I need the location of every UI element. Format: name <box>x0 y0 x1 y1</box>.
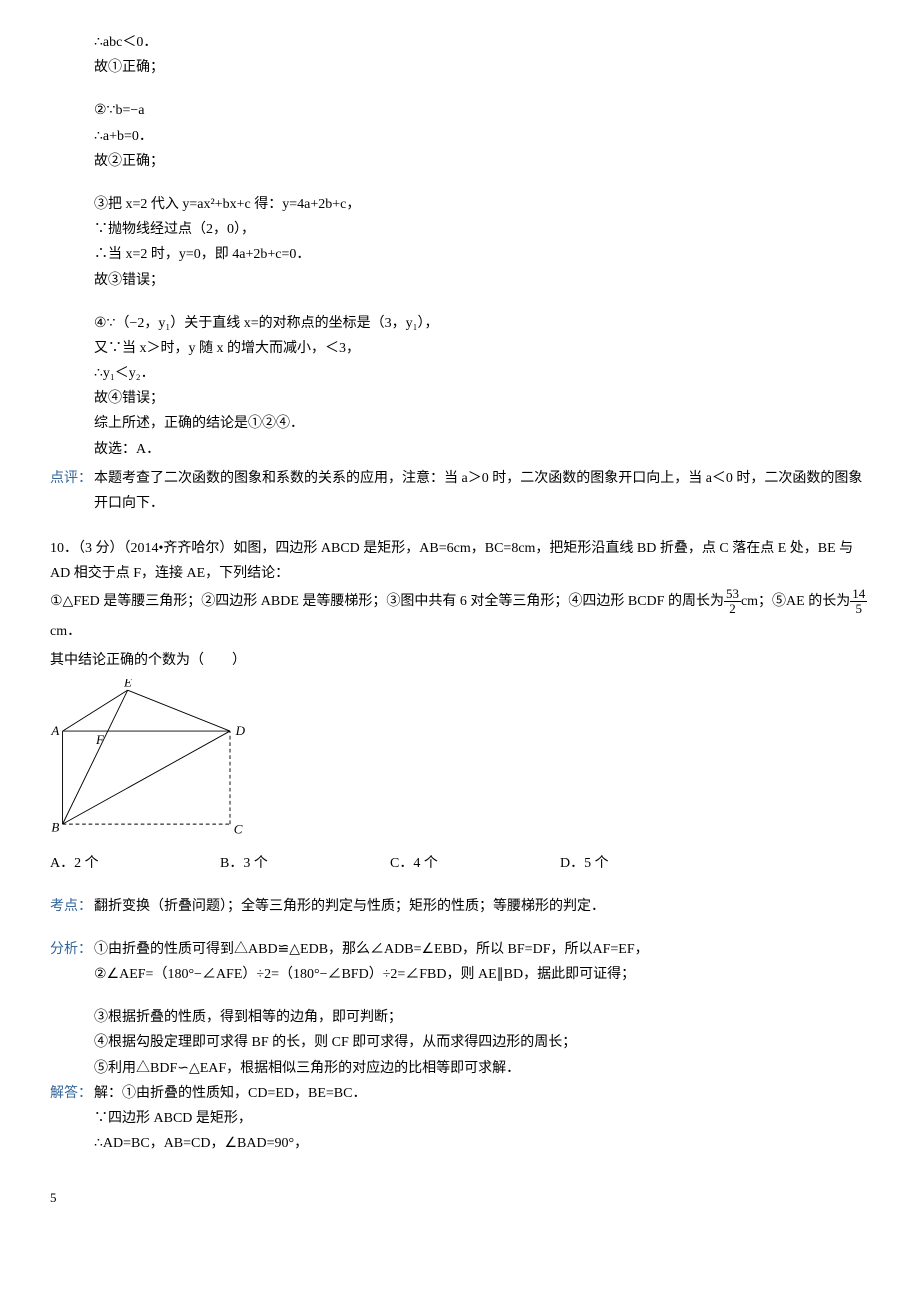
solution-line: 故选：A． <box>94 437 870 462</box>
answer-options: A．2 个 B．3 个 C．4 个 D．5 个 <box>50 851 870 876</box>
question-stem-line3: 其中结论正确的个数为（ ） <box>50 648 870 673</box>
analysis-line: ⑤利用△BDF∽△EAF，根据相似三角形的对应边的比相等即可求解． <box>94 1056 870 1081</box>
solution-line: ∵四边形 ABCD 是矩形， <box>94 1106 870 1131</box>
option-b: B．3 个 <box>220 851 390 876</box>
svg-text:A: A <box>50 723 59 738</box>
review-label: 点评： <box>50 466 94 491</box>
solution-line: ∵抛物线经过点（2，0）， <box>94 217 870 242</box>
kaodian-label: 考点： <box>50 894 94 919</box>
solution-line: ∴当 x=2 时，y=0，即 4a+2b+c=0． <box>94 242 870 267</box>
fraction-53-2: 532 <box>724 587 741 617</box>
solution-line: ∴abc＜0． <box>94 30 870 55</box>
svg-text:D: D <box>235 723 246 738</box>
solution-line: ③把 x=2 代入 y=ax²+bx+c 得：y=4a+2b+c， <box>94 192 870 217</box>
kaodian-text: 翻折变换（折叠问题）；全等三角形的判定与性质；矩形的性质；等腰梯形的判定． <box>94 894 605 919</box>
fraction-14-5: 145 <box>850 587 867 617</box>
geometry-diagram: A B C D E F <box>50 679 870 848</box>
question-stem-line2: ①△FED 是等腰三角形；②四边形 ABDE 是等腰梯形；③图中共有 6 对全等… <box>50 587 870 649</box>
fenxi-label: 分析： <box>50 937 94 962</box>
analysis-line: ④根据勾股定理即可求得 BF 的长，则 CF 即可求得，从而求得四边形的周长； <box>94 1030 870 1055</box>
solution-line: 解：①由折叠的性质知，CD=ED，BE=BC． <box>94 1081 870 1106</box>
stem-text: ①△FED 是等腰三角形；②四边形 ABDE 是等腰梯形；③图中共有 6 对全等… <box>50 594 724 609</box>
svg-text:E: E <box>123 679 132 689</box>
solution-line: 故④错误； <box>94 386 870 411</box>
svg-text:C: C <box>234 822 243 837</box>
solution-line: ∴y₁＜y₂． <box>94 361 870 386</box>
option-a: A．2 个 <box>50 851 220 876</box>
review-text: 本题考查了二次函数的图象和系数的关系的应用，注意：当 a＞0 时，二次函数的图象… <box>94 466 870 516</box>
solution-line: ∴a+b=0． <box>94 124 870 149</box>
svg-text:B: B <box>51 820 59 835</box>
stem-text: cm． <box>50 624 81 639</box>
jieda-label: 解答： <box>50 1081 94 1106</box>
solution-line: ④∵（−2，y₁）关于直线 x=的对称点的坐标是（3，y₁）， <box>94 311 870 336</box>
solution-line: 故③错误； <box>94 268 870 293</box>
stem-text: cm；⑤AE 的长为 <box>741 594 850 609</box>
solution-line: 综上所述，正确的结论是①②④． <box>94 411 870 436</box>
svg-text:F: F <box>95 732 105 747</box>
option-d: D．5 个 <box>560 851 730 876</box>
analysis-line: ③根据折叠的性质，得到相等的边角，即可判断； <box>94 1005 870 1030</box>
analysis-line: ②∠AEF=（180°−∠AFE）÷2=（180°−∠BFD）÷2=∠FBD，则… <box>94 962 870 987</box>
page-number: 5 <box>50 1186 870 1209</box>
solution-line: ∴AD=BC，AB=CD，∠BAD=90°， <box>94 1131 870 1156</box>
solution-line: ②∵b=−a <box>94 98 870 123</box>
question-stem: 10．（3 分）（2014•齐齐哈尔）如图，四边形 ABCD 是矩形，AB=6c… <box>50 536 870 586</box>
solution-line: 故②正确； <box>94 149 870 174</box>
option-c: C．4 个 <box>390 851 560 876</box>
solution-line: 故①正确； <box>94 55 870 80</box>
solution-line: 又∵当 x＞时，y 随 x 的增大而减小，＜3， <box>94 336 870 361</box>
analysis-line: ①由折叠的性质可得到△ABD≌△EDB，那么∠ADB=∠EBD，所以 BF=DF… <box>94 937 870 962</box>
